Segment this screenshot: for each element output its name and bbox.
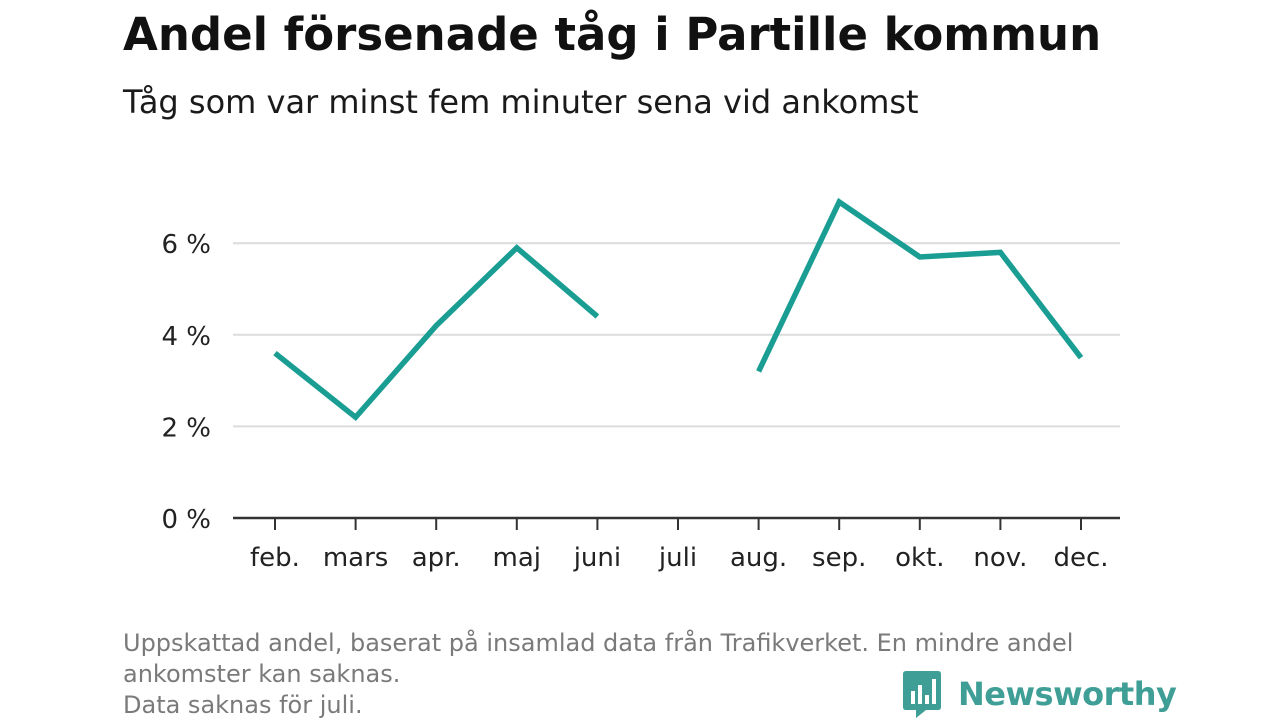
gridlines: [233, 242, 1120, 428]
logo-text: Newsworthy: [958, 675, 1177, 713]
x-tick-label: dec.: [1053, 543, 1108, 573]
x-tick-label: okt.: [895, 543, 944, 573]
x-tick-label: nov.: [973, 543, 1027, 573]
y-tick-label: 4 %: [161, 322, 211, 352]
chart-title: Andel försenade tåg i Partille kommun: [123, 8, 1102, 61]
footnote-line-1: Uppskattad andel, baserat på insamlad da…: [123, 629, 1074, 657]
series-line-segment: [273, 244, 600, 422]
y-tick-label: 6 %: [161, 230, 211, 260]
x-tick-label: mars: [323, 543, 389, 573]
footnote-line-2: ankomster kan saknas.: [123, 660, 401, 688]
x-tick-label: aug.: [730, 543, 787, 573]
series-lines: [273, 197, 1084, 422]
y-tick-label: 2 %: [161, 413, 211, 443]
footnote-line-3: Data saknas för juli.: [123, 691, 363, 719]
x-tick-label: apr.: [412, 543, 461, 573]
footnote: Uppskattad andel, baserat på insamlad da…: [123, 628, 1153, 721]
x-tick-label: juni: [573, 543, 621, 573]
newsworthy-logo: Newsworthy: [902, 668, 1177, 720]
x-tick-label: feb.: [250, 543, 300, 573]
x-tick-label: maj: [493, 543, 541, 573]
y-axis-ticks: 0 % 2 % 4 % 6 %: [161, 230, 211, 535]
series-line-segment: [756, 197, 1084, 373]
y-tick-label: 0 %: [161, 505, 211, 535]
line-chart: 0 % 2 % 4 % 6 % feb. mars apr. maj juni juli aug.…: [161, 197, 1120, 573]
x-axis-ticks: feb. mars apr. maj juni juli aug. sep. okt. nov. d…: [250, 518, 1109, 573]
chart-bubble-icon: [903, 671, 941, 718]
x-tick-label: sep.: [812, 543, 866, 573]
chart-subtitle: Tåg som var minst fem minuter sena vid a…: [123, 83, 919, 121]
x-tick-label: juli: [658, 543, 697, 573]
